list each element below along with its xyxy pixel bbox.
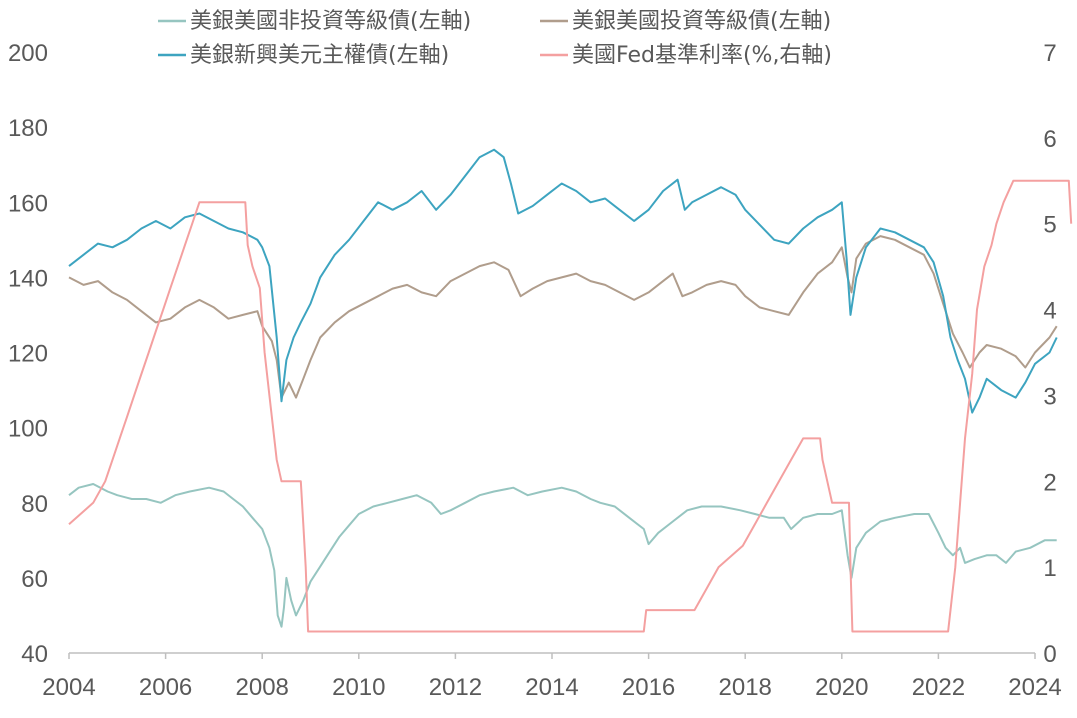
x-tick-label: 2012 bbox=[429, 674, 482, 701]
y-left-tick-label: 40 bbox=[21, 641, 48, 668]
legend: 美銀美國非投資等級債(左軸) 美銀美國投資等級債(左軸) 美銀新興美元主權債(左軸)… bbox=[158, 9, 832, 68]
y-right-tick-label: 7 bbox=[1043, 40, 1056, 67]
y-right-tick-label: 0 bbox=[1043, 641, 1056, 668]
x-tick-label: 2018 bbox=[719, 674, 772, 701]
y-right-tick-label: 4 bbox=[1043, 298, 1056, 325]
y-right-tick-label: 1 bbox=[1043, 555, 1056, 582]
y-left-tick-label: 180 bbox=[8, 115, 48, 142]
x-tick-label: 2010 bbox=[332, 674, 385, 701]
y-left-tick-label: 120 bbox=[8, 341, 48, 368]
series-line-hy bbox=[68, 483, 1057, 628]
legend-label-fed: 美國Fed基準利率(%,右軸) bbox=[572, 43, 832, 68]
series-line-fed bbox=[68, 179, 1073, 633]
legend-label-ig: 美銀美國投資等級債(左軸) bbox=[572, 9, 831, 34]
y-left-tick-label: 80 bbox=[21, 491, 48, 518]
x-tick-label: 2006 bbox=[139, 674, 192, 701]
y-right-tick-label: 6 bbox=[1043, 126, 1056, 153]
y-right-tick-label: 3 bbox=[1043, 383, 1056, 410]
series-line-ig bbox=[68, 235, 1058, 399]
legend-label-hy: 美銀美國非投資等級債(左軸) bbox=[190, 9, 471, 34]
x-tick-label: 2024 bbox=[1008, 674, 1061, 701]
x-tick-label: 2020 bbox=[815, 674, 868, 701]
x-tick-label: 2016 bbox=[622, 674, 675, 701]
y-left-tick-label: 60 bbox=[21, 566, 48, 593]
legend-label-em: 美銀新興美元主權債(左軸) bbox=[190, 43, 449, 68]
y-left-tick-label: 200 bbox=[8, 40, 48, 67]
y-left-tick-label: 140 bbox=[8, 265, 48, 292]
y-left-tick-label: 100 bbox=[8, 416, 48, 443]
y-right-tick-label: 5 bbox=[1043, 212, 1056, 239]
x-tick-label: 2014 bbox=[525, 674, 578, 701]
axes: 2004 2006 2008 2010 2012 2014 2016 2018 2020 2022… bbox=[8, 40, 1062, 701]
x-tick-label: 2004 bbox=[42, 674, 95, 701]
y-left-tick-label: 160 bbox=[8, 190, 48, 217]
y-right-tick-label: 2 bbox=[1043, 469, 1056, 496]
x-tick-label: 2008 bbox=[236, 674, 289, 701]
x-tick-label: 2022 bbox=[912, 674, 965, 701]
series-line-em bbox=[68, 148, 1058, 414]
series-layer bbox=[68, 148, 1073, 633]
